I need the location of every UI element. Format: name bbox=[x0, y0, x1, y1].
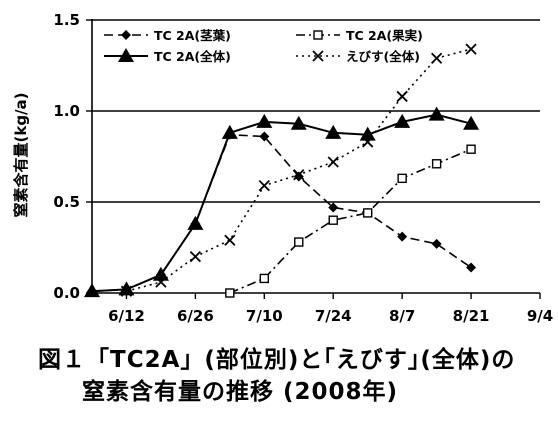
series-1-point-3 bbox=[328, 215, 338, 225]
x-tick-label-6: 9/4 bbox=[527, 307, 553, 325]
series-2-point-5 bbox=[256, 113, 273, 128]
series-3-point-4 bbox=[258, 179, 270, 192]
legend-label-3: えびす(全体) bbox=[346, 49, 420, 64]
series-line-0 bbox=[91, 133, 472, 292]
x-tick-label-2: 7/10 bbox=[246, 307, 283, 325]
legend-label-0: TC 2A(茎葉) bbox=[154, 28, 231, 43]
series-1-point-1 bbox=[259, 273, 270, 284]
legend-marker-0 bbox=[121, 30, 131, 40]
figure-caption-line2: 窒素含有量の推移 (2008年) bbox=[82, 379, 399, 405]
series-2-point-0 bbox=[84, 283, 100, 298]
figure-caption-line1: 図１「TC2A」(部位別)と｢えびす｣(全体)の bbox=[38, 347, 516, 373]
series-lines bbox=[91, 48, 472, 294]
series-2-point-1 bbox=[118, 281, 135, 296]
series-3-point-6 bbox=[327, 156, 339, 168]
series-1-point-5 bbox=[397, 173, 407, 184]
y-tick-label-1: 0.5 bbox=[53, 193, 80, 211]
x-tick-label-4: 8/7 bbox=[389, 307, 415, 325]
series-1-point-4 bbox=[362, 208, 373, 218]
series-1-point-0 bbox=[225, 288, 235, 298]
legend-entry-3: えびす(全体) bbox=[296, 49, 420, 64]
legend-entry-1: TC 2A(果実) bbox=[296, 28, 423, 43]
series-0-point-9 bbox=[397, 231, 408, 242]
series-1-point-7 bbox=[466, 144, 476, 154]
y-tick-label-3: 1.5 bbox=[53, 11, 80, 29]
series-3-point-8 bbox=[396, 90, 408, 103]
x-tick-labels: 6/12 6/26 7/10 7/24 8/7 8/21 9/4 bbox=[108, 293, 553, 325]
x-tick-label-3: 7/24 bbox=[315, 307, 352, 325]
x-tick-label-0: 6/12 bbox=[108, 307, 145, 325]
series-2-point-4 bbox=[221, 124, 238, 139]
series-line-2 bbox=[91, 113, 472, 293]
series-line-1 bbox=[229, 148, 472, 294]
series-3-point-0 bbox=[120, 285, 133, 297]
series-2-point-10 bbox=[428, 106, 445, 121]
legend: TC 2A(茎葉) TC 2A(果実) TC 2A(全体) えびす(全体) bbox=[104, 28, 423, 64]
series-2-point-3 bbox=[187, 215, 204, 230]
nitrogen-chart: 0.00.51.01.5 6/12 6/26 7/10 7/24 8/7 8/21 9/4 … bbox=[12, 11, 553, 325]
series-markers bbox=[84, 43, 480, 298]
y-tick-labels: 0.0 0.5 1.0 1.5 bbox=[53, 11, 92, 302]
series-1-point-6 bbox=[431, 159, 442, 169]
legend-label-1: TC 2A(果実) bbox=[346, 28, 423, 43]
y-axis-title: 窒素含有量(kg/a) bbox=[12, 92, 30, 217]
legend-marker-3 bbox=[312, 50, 324, 62]
series-2-point-7 bbox=[325, 124, 342, 139]
series-1-point-2 bbox=[294, 237, 304, 247]
series-2-point-6 bbox=[290, 115, 307, 130]
series-0-point-5 bbox=[259, 131, 270, 142]
x-tick-label-1: 6/26 bbox=[177, 307, 214, 325]
series-3-point-9 bbox=[430, 52, 443, 64]
series-2-point-2 bbox=[152, 266, 169, 281]
series-3-point-7 bbox=[362, 136, 374, 148]
legend-entry-2: TC 2A(全体) bbox=[104, 48, 231, 64]
series-3-point-10 bbox=[465, 43, 477, 55]
series-2-point-9 bbox=[394, 113, 411, 128]
series-0-point-10 bbox=[431, 238, 442, 249]
series-3-point-5 bbox=[293, 169, 305, 181]
y-tick-label-0: 0.0 bbox=[53, 284, 80, 302]
series-3-point-1 bbox=[155, 276, 167, 288]
series-3-point-2 bbox=[189, 250, 202, 263]
axes bbox=[91, 19, 540, 294]
legend-marker-2 bbox=[118, 48, 134, 62]
series-2-point-11 bbox=[463, 115, 480, 130]
series-3-point-3 bbox=[224, 234, 236, 246]
legend-marker-1 bbox=[313, 30, 323, 40]
gridlines bbox=[92, 19, 540, 203]
y-tick-label-2: 1.0 bbox=[53, 102, 80, 120]
series-line-3 bbox=[126, 48, 472, 292]
series-0-point-7 bbox=[328, 202, 339, 213]
legend-label-2: TC 2A(全体) bbox=[154, 49, 231, 64]
x-tick-label-5: 8/21 bbox=[453, 307, 490, 325]
series-0-point-11 bbox=[466, 262, 477, 273]
legend-entry-0: TC 2A(茎葉) bbox=[104, 28, 231, 43]
series-0-point-6 bbox=[293, 171, 304, 182]
